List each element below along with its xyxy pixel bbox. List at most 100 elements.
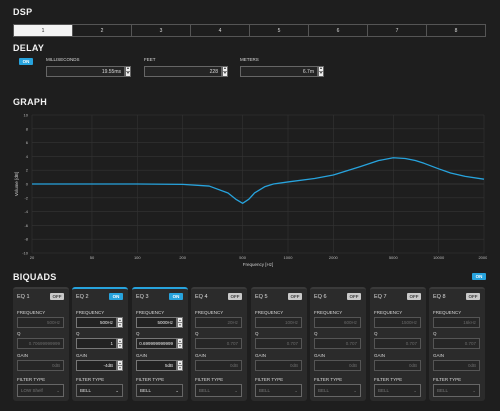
gain-input[interactable]: 0dB [314,360,361,371]
frequency-input[interactable]: 20Hz [195,317,242,328]
stepper-up-icon[interactable]: ▲ [118,317,122,322]
q-input[interactable]: 0.699999999999 [136,338,177,349]
stepper-down-icon[interactable]: ▼ [178,343,182,348]
eq-toggle[interactable]: OFF [407,293,421,300]
filter-type-select[interactable]: BELL ⌄ [195,384,242,397]
chevron-down-icon: ⌄ [353,387,357,393]
tab-3[interactable]: 3 [132,25,191,36]
q-stepper[interactable]: ▲ ▼ [177,338,183,349]
stepper-down-icon[interactable]: ▼ [223,71,227,76]
filter-type-label: FILTER TYPE [374,377,403,382]
gain-input[interactable]: -4dB [76,360,117,371]
x-tick-label: 100 [134,255,141,260]
filter-type-select[interactable]: BELL ⌄ [255,384,302,397]
frequency-label: FREQUENCY [136,310,165,315]
stepper-down-icon[interactable]: ▼ [178,365,182,370]
filter-type-select[interactable]: BELL ⌄ [76,384,123,397]
q-stepper[interactable]: ▲ ▼ [117,338,123,349]
gain-input[interactable]: 0dB [195,360,242,371]
biquads-toggle[interactable]: ON [472,273,486,280]
stepper-up-icon[interactable]: ▲ [178,338,182,343]
x-tick-label: 10000 [433,255,445,260]
stepper-up-icon[interactable]: ▲ [178,360,182,365]
tab-6[interactable]: 6 [309,25,368,36]
frequency-stepper[interactable]: ▲ ▼ [117,317,123,328]
eq-toggle[interactable]: OFF [347,293,361,300]
stepper-up-icon[interactable]: ▲ [223,66,227,71]
q-input[interactable]: 0.707 [433,338,480,349]
eq-toggle[interactable]: ON [169,293,183,300]
milliseconds-input[interactable]: 19.55ms [46,66,125,77]
q-label: Q [255,331,259,336]
eq-toggle[interactable]: OFF [466,293,480,300]
gain-input[interactable]: 0dB [433,360,480,371]
stepper-up-icon[interactable]: ▲ [118,360,122,365]
frequency-input[interactable]: 500Hz [76,317,117,328]
filter-type-select[interactable]: LOW Shelf ⌄ [17,384,64,397]
tab-4[interactable]: 4 [191,25,250,36]
delay-toggle[interactable]: ON [19,58,33,65]
meters-stepper[interactable]: ▲ ▼ [318,66,324,77]
stepper-down-icon[interactable]: ▼ [118,343,122,348]
meters-input[interactable]: 6.7m [240,66,318,77]
q-input[interactable]: 0.70699999999 [17,338,64,349]
feet-label: FEET [144,57,156,62]
q-input[interactable]: 0.707 [314,338,361,349]
tab-1[interactable]: 1 [14,25,73,36]
stepper-down-icon[interactable]: ▼ [118,365,122,370]
tab-8[interactable]: 8 [454,27,458,34]
frequency-input[interactable]: 500Hz [17,317,64,328]
frequency-stepper[interactable]: ▲ ▼ [177,317,183,328]
delay-title: DELAY [13,43,45,53]
eq-band-1: EQ 1 OFF FREQUENCY 500Hz Q 0.70699999999 GAIN 0… [13,287,69,401]
x-axis-label: Frequency [Hz] [243,262,274,267]
q-input[interactable]: 0.707 [255,338,302,349]
stepper-down-icon[interactable]: ▼ [118,322,122,327]
eq-toggle[interactable]: OFF [50,293,64,300]
q-input[interactable]: 1 [76,338,117,349]
y-tick-label: 6 [26,140,29,145]
stepper-up-icon[interactable]: ▲ [118,338,122,343]
eq-toggle[interactable]: ON [109,293,123,300]
frequency-input[interactable]: 600Hz [314,317,361,328]
filter-type-select[interactable]: BELL ⌄ [433,384,480,397]
eq-name: EQ 5 [255,294,268,300]
stepper-up-icon[interactable]: ▲ [319,66,323,71]
frequency-input[interactable]: 1500Hz [374,317,421,328]
milliseconds-stepper[interactable]: ▲ ▼ [125,66,131,77]
stepper-down-icon[interactable]: ▼ [319,71,323,76]
chevron-down-icon: ⌄ [234,387,238,393]
frequency-input[interactable]: 100Hz [255,317,302,328]
stepper-down-icon[interactable]: ▼ [178,322,182,327]
stepper-up-icon[interactable]: ▲ [126,66,130,71]
filter-type-select[interactable]: BELL ⌄ [136,384,183,397]
filter-type-value: BELL [437,388,449,393]
y-tick-label: -8 [24,237,28,242]
y-tick-label: -10 [22,251,29,256]
feet-stepper[interactable]: ▲ ▼ [222,66,228,77]
tab-7[interactable]: 7 [368,25,427,36]
eq-toggle[interactable]: OFF [288,293,302,300]
gain-input[interactable]: 0dB [255,360,302,371]
gain-input[interactable]: 0dB [374,360,421,371]
gain-stepper[interactable]: ▲ ▼ [117,360,123,371]
tab-2[interactable]: 2 [73,25,132,36]
eq-toggle[interactable]: OFF [228,293,242,300]
stepper-up-icon[interactable]: ▲ [178,317,182,322]
feet-input[interactable]: 228 [144,66,222,77]
frequency-input[interactable]: 16kHz [433,317,480,328]
gain-stepper[interactable]: ▲ ▼ [177,360,183,371]
q-input[interactable]: 0.707 [374,338,421,349]
filter-type-select[interactable]: BELL ⌄ [314,384,361,397]
q-input[interactable]: 0.707 [195,338,242,349]
frequency-input[interactable]: 5000Hz [136,317,177,328]
gain-input[interactable]: 0dB [17,360,64,371]
chevron-down-icon: ⌄ [175,387,179,393]
gain-input[interactable]: 5dB [136,360,177,371]
filter-type-select[interactable]: BELL ⌄ [374,384,421,397]
filter-type-value: BELL [259,388,271,393]
stepper-down-icon[interactable]: ▼ [126,71,130,76]
tab-5[interactable]: 5 [250,25,309,36]
eq-name: EQ 2 [76,294,89,300]
